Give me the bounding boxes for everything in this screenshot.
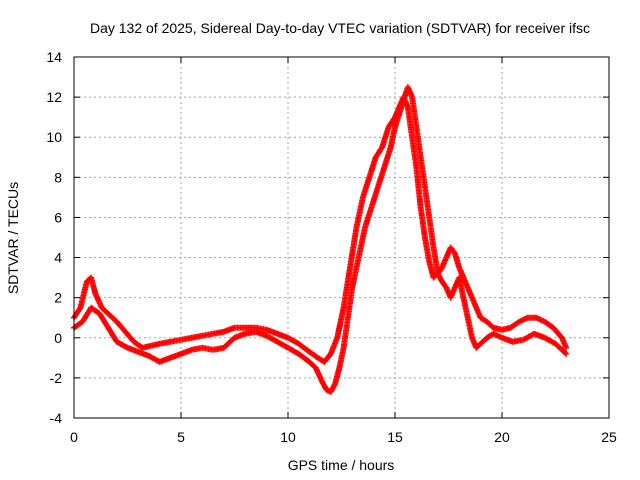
- data-point: [563, 350, 570, 357]
- axis-ticks: 0 5 10 15 20 25 -4 -2 0 2 4 6 8 10 12 14: [46, 49, 617, 445]
- data-track: [71, 84, 570, 395]
- data-point: [563, 344, 570, 351]
- x-tick-label: 25: [601, 429, 617, 445]
- data-point: [562, 349, 569, 356]
- x-tick-label: 15: [387, 429, 403, 445]
- y-tick-label: 14: [46, 49, 62, 65]
- y-axis-title: SDTVAR / TECUs: [5, 182, 21, 294]
- y-tick-label: 8: [54, 169, 62, 185]
- x-tick-label: 10: [280, 429, 296, 445]
- x-tick-label: 5: [177, 429, 185, 445]
- y-tick-label: 4: [54, 250, 62, 266]
- y-tick-label: -4: [50, 410, 63, 426]
- y-tick-label: 6: [54, 209, 62, 225]
- plot-frame: [73, 56, 610, 419]
- chart-title: Day 132 of 2025, Sidereal Day-to-day VTE…: [90, 20, 590, 36]
- y-tick-label: 2: [54, 290, 62, 306]
- y-tick-label: 10: [46, 129, 62, 145]
- x-tick-label: 0: [70, 429, 78, 445]
- y-tick-label: 12: [46, 89, 62, 105]
- data-series: [71, 84, 570, 395]
- y-tick-label: -2: [50, 370, 63, 386]
- x-axis-title: GPS time / hours: [288, 457, 395, 473]
- x-tick-label: 20: [494, 429, 510, 445]
- data-track: [71, 94, 570, 365]
- data-point: [76, 305, 83, 312]
- y-tick-label: 0: [54, 330, 62, 346]
